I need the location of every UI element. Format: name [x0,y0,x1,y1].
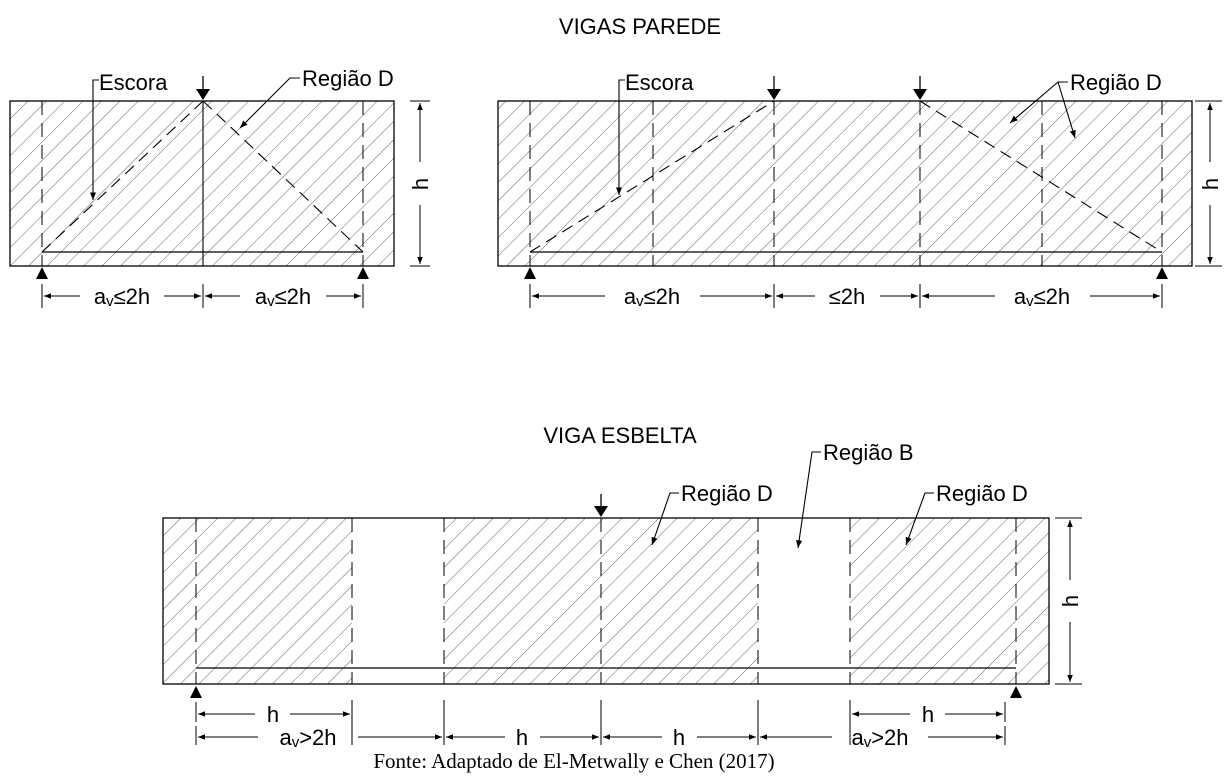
dim-av-le-2h: av≤2h [255,284,311,310]
dim-av-le-2h: av≤2h [624,284,680,310]
dim-av-le-2h: av≤2h [94,284,150,310]
source-caption: Fonte: Adaptado de El-Metwally e Chen (2… [373,749,774,773]
label-region-d: Região D [302,66,394,91]
dim-av-gt-2h: av>2h [851,725,908,751]
label-strut: Escora [625,70,694,95]
support-icon [524,267,536,279]
support-icon [1156,267,1168,279]
strut-line [919,100,1163,253]
region-d-zone [850,518,1049,684]
dimension-row-h: h h [195,700,1006,745]
load-arrow-icon [196,89,210,100]
dimension-span: av≤2h ≤2h av≤2h [529,284,1163,310]
deep-beam-right-body [497,100,1193,267]
dim-av-le-2h: av≤2h [1014,284,1070,310]
region-d-zone [163,518,352,684]
title-deep-beams: VIGAS PAREDE [559,14,721,39]
dimension-row-spans: av>2h h h av>2h [195,700,1006,751]
dim-le-2h: ≤2h [829,284,866,309]
support-icon [357,267,369,279]
label-region-b: Região B [823,440,914,465]
slender-beam-body [162,517,1050,685]
support-icon [1010,686,1022,698]
dim-h: h [267,702,279,727]
deep-beam-right: Escora Região D h av≤2h ≤2h av≤2h [497,70,1223,310]
label-region-d: Região D [936,481,1028,506]
deep-beam-left: Escora Região D h av≤2h av≤2h [9,66,433,310]
strut-line [529,100,775,253]
load-arrow-icon [767,89,781,100]
dimension-span: av≤2h av≤2h [41,284,364,310]
label-region-d: Região D [1070,70,1162,95]
dim-h: h [516,725,528,750]
title-slender-beam: VIGA ESBELTA [543,423,697,448]
dim-h: h [922,702,934,727]
dim-av-gt-2h: av>2h [279,725,336,751]
dim-h: h [673,725,685,750]
label-height: h [408,178,433,190]
label-height: h [1058,595,1083,607]
label-height: h [1198,178,1223,190]
deep-beam-left-body [9,100,395,267]
load-arrow-icon [913,89,927,100]
load-arrow-icon [594,506,608,517]
support-icon [190,686,202,698]
slender-beam: Região D Região B Região D h h h [162,440,1083,751]
label-region-d: Região D [681,481,773,506]
support-icon [36,267,48,279]
label-strut: Escora [99,70,168,95]
